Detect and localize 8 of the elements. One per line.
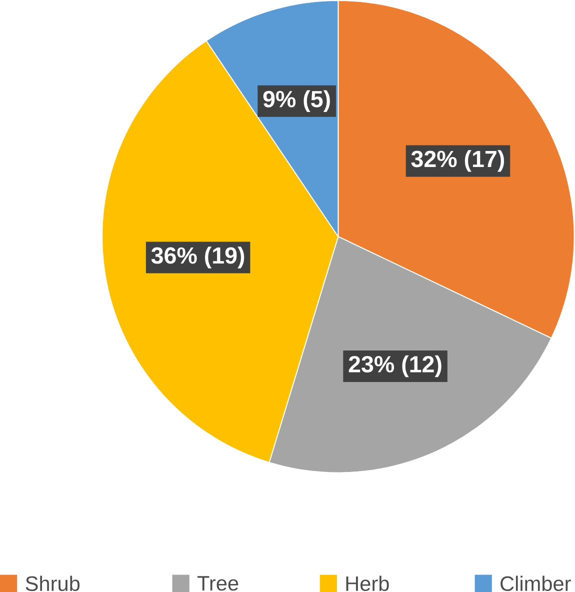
legend-label: Climber <box>500 576 572 592</box>
data-label: 36% (19) <box>151 246 244 268</box>
legend-label: Shrub <box>26 576 80 592</box>
legend-label: Herb <box>346 576 389 592</box>
legend-label: Tree <box>198 576 238 591</box>
data-label: 32% (17) <box>411 150 504 172</box>
data-label: 9% (5) <box>263 90 330 112</box>
data-label: 23% (12) <box>348 355 442 378</box>
